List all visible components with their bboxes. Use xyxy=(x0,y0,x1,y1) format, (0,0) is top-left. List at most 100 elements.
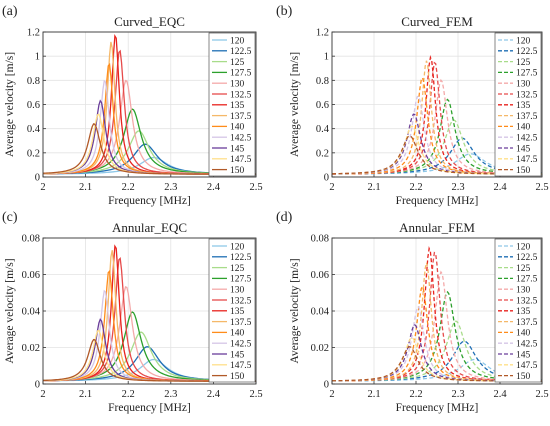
legend-label: 125 xyxy=(516,58,531,68)
y-tick-label: 0.06 xyxy=(22,270,40,281)
legend-label: 137.5 xyxy=(516,318,538,328)
legend-label: 127.5 xyxy=(230,275,252,285)
legend-label: 147.5 xyxy=(516,361,538,371)
legend: 120122.5125127.5130132.5135137.5140142.5… xyxy=(494,32,542,177)
x-tick-label: 2.5 xyxy=(249,182,262,193)
x-tick-label: 2 xyxy=(329,182,334,193)
x-tick-label: 2.2 xyxy=(409,389,422,400)
legend-label: 150 xyxy=(516,166,531,176)
x-tick-label: 2.4 xyxy=(493,182,507,193)
y-tick-label: 0 xyxy=(324,380,329,391)
legend-label: 132.5 xyxy=(230,90,252,100)
x-tick-label: 2.5 xyxy=(535,389,548,400)
y-tick-label: 0.04 xyxy=(311,307,330,318)
y-tick-label: 0.2 xyxy=(316,148,329,159)
axes-frame xyxy=(331,237,543,385)
y-tick-label: 1.2 xyxy=(27,28,40,39)
x-tick-label: 2.5 xyxy=(249,389,262,400)
legend-label: 122.5 xyxy=(516,253,538,263)
axes-frame xyxy=(331,31,543,178)
y-axis-label: Average velocity [m/s] xyxy=(289,258,301,363)
legend-label: 142.5 xyxy=(230,340,252,350)
legend-label: 130 xyxy=(516,286,531,296)
y-tick-label: 0.4 xyxy=(316,124,330,135)
y-tick-label: 0.08 xyxy=(311,234,329,245)
x-tick-label: 2.2 xyxy=(122,182,135,193)
legend-label: 122.5 xyxy=(230,253,252,263)
y-tick-label: 1.2 xyxy=(316,28,329,39)
x-tick-label: 2.2 xyxy=(122,389,135,400)
x-tick-label: 2.3 xyxy=(451,389,464,400)
legend-label: 127.5 xyxy=(516,275,538,285)
legend-label: 147.5 xyxy=(516,155,538,165)
panel-annular-fem: (d) 2 2.1 2.2 2.3 2.4 2.5 0 0.02 0.04 0.06 0.08 Ann… xyxy=(276,210,549,414)
legend-label: 130 xyxy=(230,80,245,90)
axes-frame xyxy=(42,237,257,385)
legend-label: 135 xyxy=(230,101,245,111)
x-tick-label: 2.1 xyxy=(79,389,92,400)
legend-label: 135 xyxy=(516,101,531,111)
legend: 120122.5125127.5130132.5135137.5140142.5… xyxy=(208,238,256,383)
panel-label: (b) xyxy=(276,4,293,19)
legend-label: 150 xyxy=(230,372,245,382)
y-tick-label: 0 xyxy=(35,380,40,391)
legend-label: 120 xyxy=(230,242,245,252)
x-tick-label: 2.4 xyxy=(493,389,507,400)
legend: 120122.5125127.5130132.5135137.5140142.5… xyxy=(494,238,542,383)
panel-annular-eqc: (c) 2 2.1 2.2 2.3 2.4 2.5 0 0.02 0.04 0.06 0.08 Ann… xyxy=(2,210,263,414)
y-tick-label: 0.8 xyxy=(316,76,329,87)
x-tick-label: 2.5 xyxy=(535,182,548,193)
legend-label: 125 xyxy=(516,264,531,274)
legend-label: 150 xyxy=(230,166,245,176)
y-axis-label: Average velocity [m/s] xyxy=(4,52,16,157)
x-axis-label: Frequency [MHz] xyxy=(108,402,191,414)
legend-label: 127.5 xyxy=(230,69,252,79)
legend-label: 147.5 xyxy=(230,155,252,165)
legend-label: 122.5 xyxy=(230,47,252,57)
y-tick-label: 0.08 xyxy=(22,234,40,245)
legend-label: 127.5 xyxy=(516,69,538,79)
legend-label: 125 xyxy=(230,264,245,274)
y-axis-label: Average velocity [m/s] xyxy=(289,52,301,157)
legend-label: 120 xyxy=(516,36,531,46)
x-tick-label: 2.1 xyxy=(367,182,380,193)
x-tick-label: 2 xyxy=(40,182,45,193)
x-tick-label: 2.3 xyxy=(164,182,177,193)
y-tick-label: 0.06 xyxy=(311,270,329,281)
x-tick-label: 2.3 xyxy=(451,182,464,193)
x-tick-label: 2 xyxy=(40,389,45,400)
y-tick-label: 0.6 xyxy=(27,100,40,111)
legend-box xyxy=(494,32,542,177)
legend-label: 122.5 xyxy=(516,47,538,57)
x-tick-label: 2.2 xyxy=(409,182,422,193)
legend-label: 120 xyxy=(516,242,531,252)
series-line-150 xyxy=(332,135,542,175)
legend-label: 142.5 xyxy=(516,134,538,144)
legend-label: 125 xyxy=(230,58,245,68)
y-tick-label: 0.2 xyxy=(27,148,40,159)
legend-label: 140 xyxy=(516,329,531,339)
y-tick-label: 1 xyxy=(324,52,329,63)
legend-label: 137.5 xyxy=(230,112,252,122)
x-axis-label: Frequency [MHz] xyxy=(396,402,479,414)
y-axis-label: Average velocity [m/s] xyxy=(4,258,16,363)
legend-label: 147.5 xyxy=(230,361,252,371)
y-tick-label: 0.02 xyxy=(22,343,40,354)
legend: 120122.5125127.5130132.5135137.5140142.5… xyxy=(208,32,256,177)
x-tick-label: 2.4 xyxy=(207,182,221,193)
panel-curved-eqc: (a) 2 2.1 2.2 2.3 2.4 2.5 0 0.2 0.4 0.6 0.8 1 1.2 Cur… xyxy=(2,4,263,207)
axes-frame xyxy=(42,31,257,178)
legend-label: 142.5 xyxy=(230,134,252,144)
panel-label: (d) xyxy=(276,210,293,225)
legend-label: 132.5 xyxy=(516,90,538,100)
legend-label: 130 xyxy=(230,286,245,296)
x-tick-label: 2.4 xyxy=(207,389,221,400)
legend-label: 132.5 xyxy=(516,296,538,306)
y-tick-label: 0.4 xyxy=(27,124,41,135)
y-tick-label: 0.8 xyxy=(27,76,40,87)
legend-label: 132.5 xyxy=(230,296,252,306)
legend-label: 140 xyxy=(230,329,245,339)
x-tick-label: 2.1 xyxy=(367,389,380,400)
legend-label: 145 xyxy=(516,144,531,154)
